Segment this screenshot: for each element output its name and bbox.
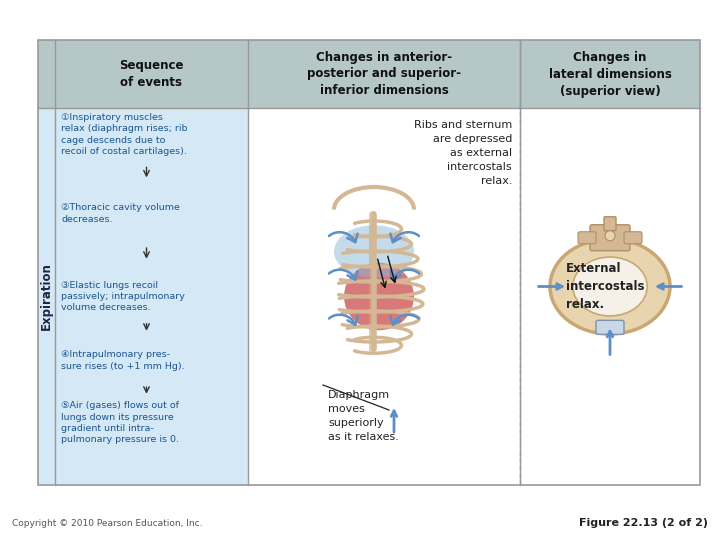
FancyBboxPatch shape <box>624 232 642 244</box>
Text: External
intercostals
relax.: External intercostals relax. <box>566 262 644 311</box>
FancyBboxPatch shape <box>578 232 596 244</box>
Text: ④Intrapulmonary pres-
sure rises (to +1 mm Hg).: ④Intrapulmonary pres- sure rises (to +1 … <box>61 350 184 371</box>
FancyArrowPatch shape <box>390 269 419 280</box>
Text: Changes in
lateral dimensions
(superior view): Changes in lateral dimensions (superior … <box>549 51 672 98</box>
Text: Diaphragm
moves
superiorly
as it relaxes.: Diaphragm moves superiorly as it relaxes… <box>328 390 399 442</box>
FancyArrowPatch shape <box>329 269 358 280</box>
Text: Copyright © 2010 Pearson Education, Inc.: Copyright © 2010 Pearson Education, Inc. <box>12 519 202 528</box>
Bar <box>248 108 700 485</box>
FancyArrowPatch shape <box>390 315 419 325</box>
FancyBboxPatch shape <box>596 320 624 334</box>
Text: ⑤Air (gases) flows out of
lungs down its pressure
gradient until intra-
pulmonar: ⑤Air (gases) flows out of lungs down its… <box>61 401 179 444</box>
Text: ③Elastic lungs recoil
passively; intrapulmonary
volume decreases.: ③Elastic lungs recoil passively; intrapu… <box>61 281 185 313</box>
Text: Sequence
of events: Sequence of events <box>120 59 184 89</box>
FancyArrowPatch shape <box>329 232 358 242</box>
Text: Figure 22.13 (2 of 2): Figure 22.13 (2 of 2) <box>579 518 708 528</box>
Text: ②Thoracic cavity volume
decreases.: ②Thoracic cavity volume decreases. <box>61 204 180 224</box>
FancyArrowPatch shape <box>390 232 419 242</box>
Circle shape <box>605 231 615 241</box>
FancyBboxPatch shape <box>590 225 630 251</box>
Bar <box>38 108 248 485</box>
Text: Expiration: Expiration <box>40 262 53 330</box>
Ellipse shape <box>344 263 414 330</box>
FancyBboxPatch shape <box>604 217 616 231</box>
Bar <box>38 40 700 485</box>
Text: Changes in anterior-
posterior and superior-
inferior dimensions: Changes in anterior- posterior and super… <box>307 51 461 98</box>
Text: Ribs and sternum
are depressed
as external
intercostals
relax.: Ribs and sternum are depressed as extern… <box>414 120 512 186</box>
Text: ①Inspiratory muscles
relax (diaphragm rises; rib
cage descends due to
recoil of : ①Inspiratory muscles relax (diaphragm ri… <box>61 113 187 156</box>
Ellipse shape <box>573 257 647 316</box>
Bar <box>38 40 700 108</box>
FancyArrowPatch shape <box>329 315 358 325</box>
Ellipse shape <box>334 225 414 278</box>
Ellipse shape <box>550 239 670 334</box>
